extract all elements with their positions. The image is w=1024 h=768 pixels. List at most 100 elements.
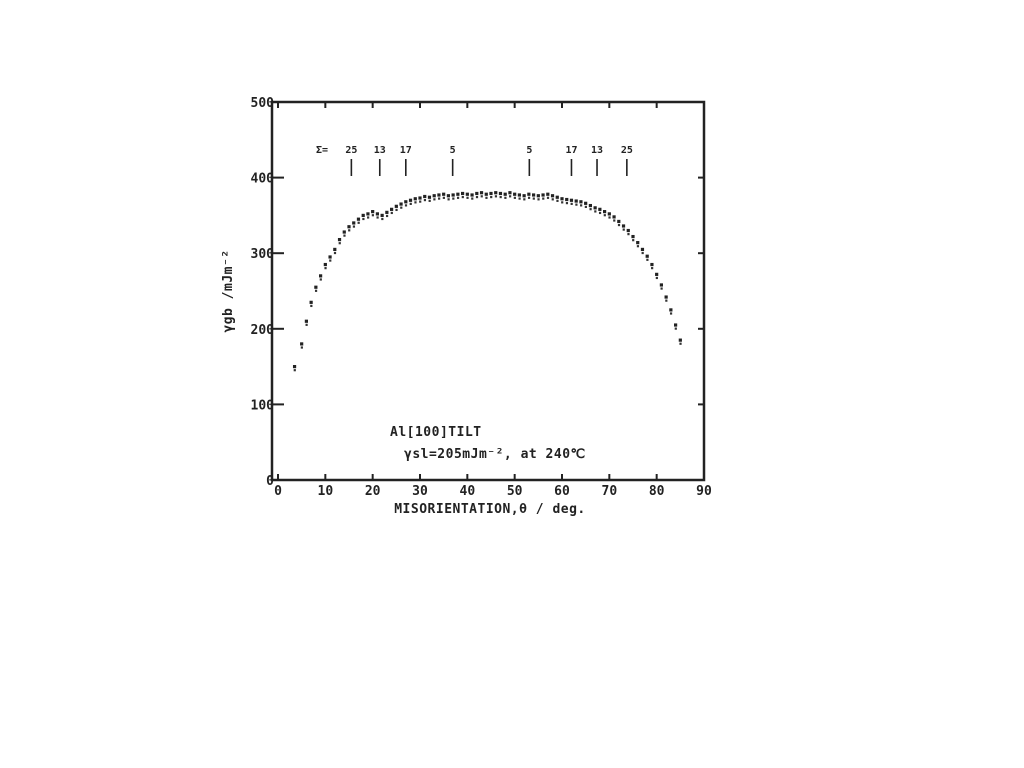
data-point-scatter	[509, 195, 512, 198]
data-point	[399, 202, 403, 206]
data-point-scatter	[584, 205, 587, 209]
data-point	[498, 191, 503, 196]
data-point-scatter	[655, 276, 658, 280]
data-point	[328, 255, 332, 259]
data-point-scatter	[575, 203, 578, 206]
y-tick-label: 300	[251, 247, 275, 262]
data-point-scatter	[329, 259, 332, 262]
data-point-scatter	[679, 342, 682, 345]
data-point-scatter	[400, 206, 403, 209]
data-point-scatter	[546, 196, 550, 199]
data-point-scatter	[466, 196, 469, 199]
data-point	[678, 338, 682, 342]
data-point	[427, 195, 432, 199]
y-tick-label: 100	[251, 398, 275, 413]
data-point	[375, 212, 379, 216]
data-point-scatter	[523, 198, 526, 201]
x-tick-label: 90	[696, 484, 712, 499]
data-point-scatter	[456, 196, 460, 199]
data-point	[337, 237, 342, 242]
data-point	[413, 197, 417, 201]
data-point-scatter	[357, 221, 360, 224]
data-point-scatter	[537, 198, 540, 201]
sigma-prefix: Σ=	[316, 145, 328, 156]
sigma-markers: Σ= 25 13 17 5 5 17 13 25	[316, 145, 633, 176]
data-point-scatter	[452, 197, 455, 200]
data-point	[292, 365, 297, 369]
data-point	[442, 192, 446, 196]
data-point	[319, 274, 323, 278]
data-point-scatter	[561, 201, 564, 204]
y-axis: 0 100 200 300 400 500	[251, 96, 704, 489]
plot-frame	[270, 100, 706, 482]
data-point-scatter	[300, 346, 303, 349]
data-point	[603, 210, 607, 214]
data-point-scatter	[314, 289, 318, 292]
data-point-scatter	[636, 245, 640, 248]
data-point-scatter	[603, 214, 606, 217]
data-point	[390, 207, 394, 211]
data-point	[645, 254, 649, 258]
sigma-label: 17	[400, 145, 412, 156]
data-point-scatter	[494, 195, 498, 198]
data-point	[361, 213, 365, 217]
data-point	[423, 194, 427, 199]
data-point-scatter	[665, 299, 668, 302]
data-point-scatter	[376, 216, 379, 219]
data-point	[475, 191, 479, 196]
data-point	[555, 195, 559, 199]
x-tick-label: 20	[365, 484, 381, 499]
data-point	[669, 308, 673, 312]
data-point-scatter	[660, 287, 663, 290]
data-point	[465, 192, 469, 196]
data-point	[655, 272, 659, 276]
data-point-scatter	[632, 239, 635, 242]
data-point-scatter	[438, 197, 441, 200]
data-point	[323, 262, 327, 267]
data-point-scatter	[594, 210, 597, 213]
annotation-tilt: Al[100]TILT	[390, 425, 482, 440]
data-point	[503, 192, 507, 196]
sigma-label: 17	[565, 145, 577, 156]
data-point-scatter	[556, 199, 559, 202]
sigma-label: 13	[374, 145, 386, 156]
data-point-scatter	[471, 197, 474, 200]
y-tick-label: 200	[251, 323, 275, 338]
data-point	[560, 197, 564, 201]
data-point-scatter	[532, 197, 535, 200]
data-point	[479, 191, 484, 195]
data-point	[300, 342, 304, 346]
data-point-scatter	[627, 233, 630, 236]
data-point	[569, 198, 574, 202]
data-point-scatter	[442, 196, 445, 199]
data-point-scatter	[324, 267, 327, 270]
x-tick-label: 10	[318, 484, 334, 499]
data-point	[626, 228, 630, 233]
data-point-scatter	[414, 201, 417, 204]
data-point	[494, 191, 498, 195]
data-point-scatter	[447, 198, 450, 201]
data-point-scatter	[343, 234, 346, 237]
data-point-scatter	[385, 214, 389, 218]
data-point-scatter	[319, 278, 322, 281]
data-point	[461, 191, 465, 196]
data-point-scatter	[542, 197, 545, 200]
data-point	[371, 210, 375, 214]
data-point	[674, 323, 678, 327]
data-point-scatter	[428, 199, 431, 202]
data-point-scatter	[622, 228, 625, 231]
data-point	[636, 241, 640, 245]
data-point-scatter	[504, 196, 507, 199]
data-point	[352, 221, 356, 225]
data-point	[356, 217, 361, 221]
data-point-scatter	[333, 251, 337, 255]
data-point-scatter	[390, 211, 393, 215]
data-point	[527, 192, 531, 196]
data-point	[536, 194, 540, 198]
data-point-scatter	[608, 216, 611, 219]
x-tick-label: 0	[274, 484, 282, 499]
data-point-scatter	[362, 217, 365, 221]
data-point	[522, 194, 526, 198]
data-point	[489, 191, 493, 196]
